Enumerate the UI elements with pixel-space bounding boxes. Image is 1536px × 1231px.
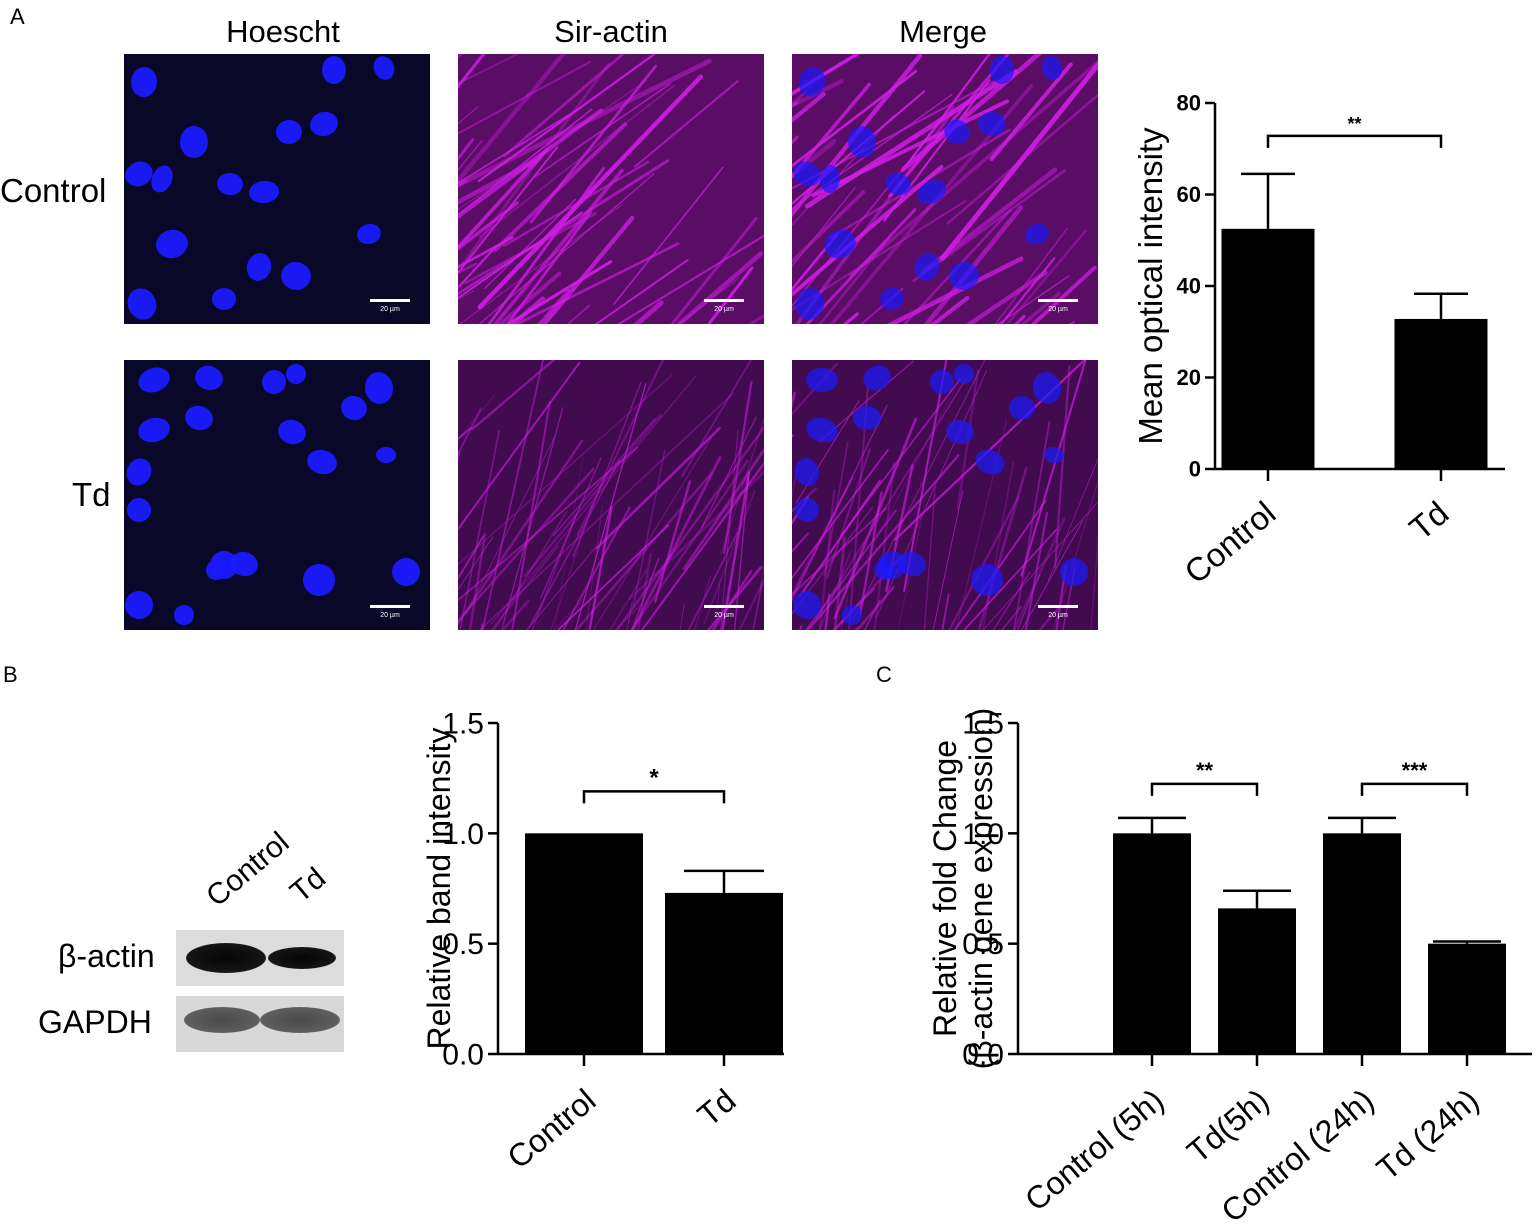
- y-axis-label: Relative band intensity: [421, 728, 457, 1050]
- bar-td: [1394, 318, 1488, 469]
- significance-bracket: [1360, 782, 1469, 796]
- x-tick-label: Control: [500, 1082, 602, 1176]
- x-tick-label: Td: [691, 1082, 743, 1134]
- y-tick-label: 0.0: [962, 1039, 1004, 1072]
- y-tick-label: 1.0: [962, 818, 1004, 851]
- significance-label: **: [1347, 114, 1361, 134]
- blot-band-gapdh-control: [184, 1007, 260, 1033]
- blot-band-beta-actin-control: [186, 943, 266, 973]
- blot-band-beta-actin-td: [268, 947, 336, 969]
- significance-label: **: [1196, 758, 1214, 783]
- micrograph-td-hoescht: 20 µm: [124, 360, 430, 630]
- micrograph-td-merge: 20 µm: [792, 360, 1098, 630]
- bar-control: [525, 833, 643, 1054]
- y-tick-label: 1.5: [962, 708, 1004, 741]
- y-axis-label-secondary: (β-actin gene expression): [963, 708, 999, 1070]
- scale-bar-label: 20 µm: [714, 612, 734, 619]
- blot-lane-td: Td: [284, 861, 333, 910]
- scale-bar-label: 20 µm: [380, 306, 400, 313]
- y-tick-label: 0.5: [442, 928, 484, 961]
- y-axis-label: Relative fold Change: [927, 740, 963, 1037]
- x-tick-label: Control: [1177, 494, 1282, 591]
- panel-label-c: C: [876, 662, 892, 687]
- bar-control-24h: [1323, 833, 1401, 1054]
- bar-td-24h: [1428, 943, 1506, 1054]
- significance-bracket: [1150, 782, 1259, 796]
- column-header-sir-actin: Sir-actin: [554, 14, 668, 49]
- y-tick-label: 60: [1177, 182, 1201, 207]
- x-tick-label: Td(5h): [1180, 1082, 1275, 1170]
- x-tick-label: Td (24h): [1370, 1082, 1486, 1187]
- y-tick-label: 1.0: [442, 818, 484, 851]
- significance-bracket: [1266, 134, 1443, 148]
- bar-control: [1221, 228, 1315, 469]
- blot-label-gapdh: GAPDH: [38, 1004, 152, 1040]
- significance-label: ***: [1402, 758, 1428, 783]
- y-tick-label: 1.5: [442, 708, 484, 741]
- scale-bar-label: 20 µm: [1048, 306, 1068, 313]
- x-tick-label: Td: [1402, 494, 1455, 547]
- x-tick-label: Control (5h): [1018, 1082, 1171, 1218]
- column-header-hoescht: Hoescht: [226, 14, 340, 49]
- micrograph-td-sir-actin: 20 µm: [458, 360, 764, 630]
- row-header-control: Control: [0, 172, 107, 209]
- significance-bracket: [582, 790, 726, 804]
- micrograph-control-hoescht: 20 µm: [124, 54, 430, 324]
- panel-label-b: B: [3, 662, 18, 687]
- column-header-merge: Merge: [899, 14, 987, 49]
- y-tick-label: 20: [1177, 365, 1201, 390]
- y-tick-label: 0: [1189, 457, 1201, 482]
- scale-bar-label: 20 µm: [714, 306, 734, 313]
- y-tick-label: 40: [1177, 274, 1201, 299]
- scale-bar-label: 20 µm: [380, 612, 400, 619]
- micrograph-control-sir-actin: 20 µm: [458, 54, 764, 324]
- y-tick-label: 0.0: [442, 1039, 484, 1072]
- blot-label-beta-actin: β-actin: [58, 938, 155, 974]
- blot-lane-control: Control: [200, 825, 296, 914]
- y-tick-label: 80: [1177, 91, 1201, 116]
- y-axis-label: Mean optical intensity: [1132, 127, 1169, 445]
- y-tick-label: 0.5: [962, 928, 1004, 961]
- chart-mean-optical-intensity: 0 20 40 60 80 Mean optical intensity Control Td…: [1132, 91, 1505, 591]
- micrograph-control-merge: 20 µm: [792, 54, 1098, 324]
- western-blot-image: [176, 930, 344, 1052]
- bar-td-5h: [1218, 908, 1296, 1054]
- bar-control-5h: [1113, 833, 1191, 1054]
- scale-bar-label: 20 µm: [1048, 612, 1068, 619]
- significance-label: *: [649, 764, 659, 791]
- row-header-td: Td: [72, 476, 111, 513]
- panel-label-a: A: [10, 4, 25, 29]
- blot-band-gapdh-td: [260, 1007, 340, 1033]
- bar-td: [665, 892, 783, 1054]
